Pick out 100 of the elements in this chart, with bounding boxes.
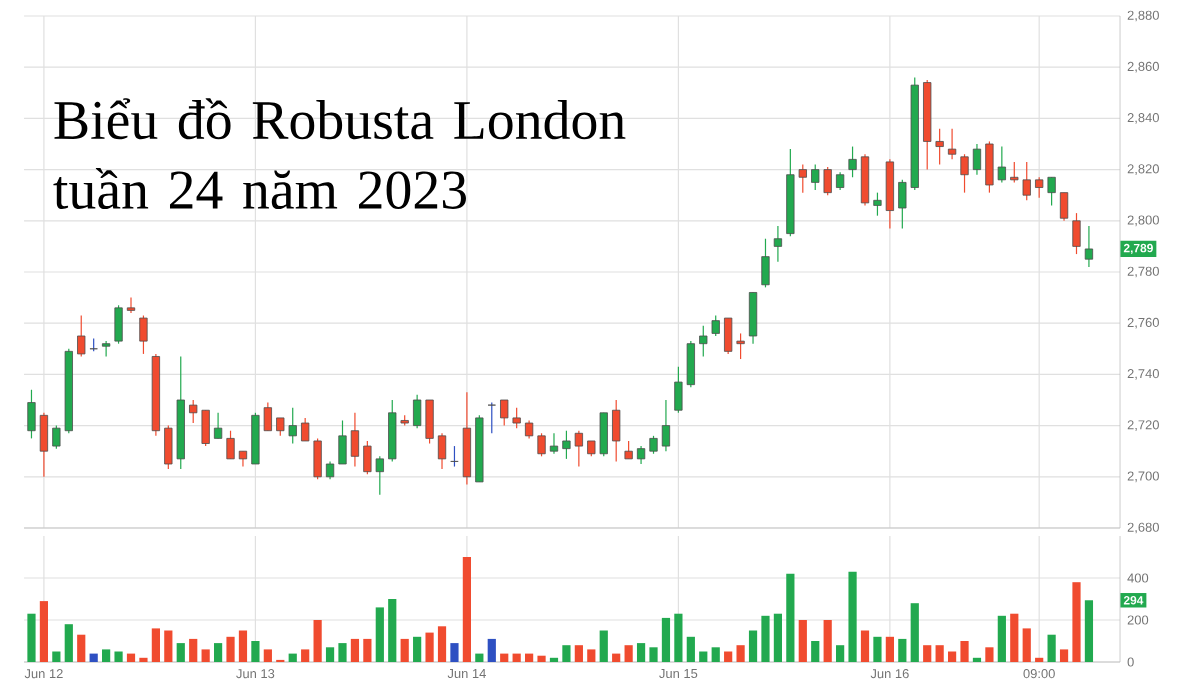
bar bbox=[512, 653, 521, 662]
bar bbox=[898, 638, 907, 662]
bar bbox=[189, 638, 198, 662]
candlestick bbox=[126, 296, 136, 314]
bar bbox=[251, 641, 260, 662]
candlestick bbox=[27, 389, 36, 439]
bar bbox=[475, 653, 484, 662]
bar bbox=[1047, 634, 1056, 662]
bar bbox=[985, 647, 994, 662]
bar bbox=[325, 647, 335, 662]
bar bbox=[624, 645, 633, 662]
bar bbox=[164, 630, 173, 662]
candlestick bbox=[699, 325, 708, 358]
bar bbox=[773, 613, 783, 662]
candlestick bbox=[549, 432, 559, 455]
bar bbox=[64, 624, 73, 662]
candlestick bbox=[972, 143, 982, 176]
bar bbox=[213, 643, 223, 662]
bar bbox=[923, 645, 932, 662]
candlestick bbox=[139, 314, 148, 355]
bar bbox=[811, 641, 820, 662]
candlestick bbox=[77, 314, 86, 358]
bar bbox=[238, 630, 248, 662]
bar bbox=[612, 653, 621, 662]
bar bbox=[126, 653, 136, 662]
candlestick bbox=[860, 153, 870, 207]
text: Biểu đồ Robusta London tuần 24 năm 2023 bbox=[53, 98, 626, 210]
bar bbox=[1072, 582, 1081, 662]
bar bbox=[487, 638, 496, 662]
bar bbox=[1084, 600, 1094, 662]
bar bbox=[574, 645, 583, 662]
bar bbox=[27, 613, 36, 662]
candlestick bbox=[213, 412, 223, 439]
bar bbox=[313, 620, 322, 662]
bar bbox=[201, 649, 210, 662]
bar bbox=[39, 601, 49, 662]
candlestick bbox=[226, 430, 235, 460]
bar bbox=[661, 617, 671, 662]
bar bbox=[338, 643, 347, 662]
bar bbox=[226, 636, 235, 662]
bar bbox=[288, 653, 297, 662]
candlestick bbox=[114, 304, 123, 345]
candlestick bbox=[612, 399, 621, 463]
candlestick bbox=[947, 128, 957, 160]
bar bbox=[413, 636, 422, 662]
bar bbox=[400, 638, 409, 662]
candlestick bbox=[960, 153, 969, 194]
bar bbox=[500, 653, 509, 662]
bar bbox=[711, 647, 720, 662]
candlestick bbox=[748, 291, 758, 345]
candlestick bbox=[873, 192, 882, 217]
bar bbox=[910, 603, 919, 662]
bar bbox=[686, 636, 695, 662]
bar bbox=[537, 655, 546, 662]
candlestick bbox=[848, 145, 857, 178]
candlestick bbox=[761, 238, 770, 288]
bar bbox=[52, 651, 61, 662]
bar bbox=[151, 628, 160, 662]
bar bbox=[997, 615, 1006, 662]
bar bbox=[562, 645, 571, 662]
bar bbox=[649, 647, 658, 662]
bar bbox=[525, 653, 534, 662]
bar bbox=[1059, 649, 1069, 662]
bar bbox=[724, 651, 733, 662]
bar bbox=[350, 638, 360, 662]
candlestick bbox=[437, 432, 447, 470]
bar bbox=[1010, 613, 1019, 662]
bar bbox=[885, 636, 894, 662]
bar bbox=[363, 638, 372, 662]
bar bbox=[848, 571, 857, 662]
candlestick bbox=[1084, 225, 1094, 268]
bar bbox=[587, 649, 596, 662]
bar bbox=[761, 615, 770, 662]
candlestick bbox=[711, 314, 720, 337]
candlestick bbox=[350, 412, 360, 468]
bar bbox=[947, 651, 957, 662]
bar bbox=[114, 651, 123, 662]
candlestick bbox=[101, 340, 111, 358]
candlestick bbox=[1059, 192, 1069, 222]
bar bbox=[836, 645, 845, 662]
bar bbox=[450, 643, 459, 662]
candlestick bbox=[39, 412, 49, 478]
bar bbox=[388, 599, 397, 662]
bar bbox=[77, 634, 86, 662]
bar bbox=[176, 643, 185, 662]
bar bbox=[786, 573, 795, 662]
bar bbox=[375, 607, 384, 662]
bar bbox=[674, 613, 683, 662]
candlestick bbox=[661, 399, 671, 452]
candlestick bbox=[487, 401, 496, 434]
bar bbox=[748, 630, 758, 662]
bar bbox=[437, 626, 447, 662]
bar bbox=[935, 645, 944, 662]
bar bbox=[462, 557, 471, 662]
bar bbox=[960, 641, 969, 662]
candlestick bbox=[338, 419, 347, 465]
bar bbox=[425, 632, 434, 662]
bar bbox=[599, 630, 608, 662]
bar bbox=[89, 653, 98, 662]
bar bbox=[636, 643, 646, 662]
